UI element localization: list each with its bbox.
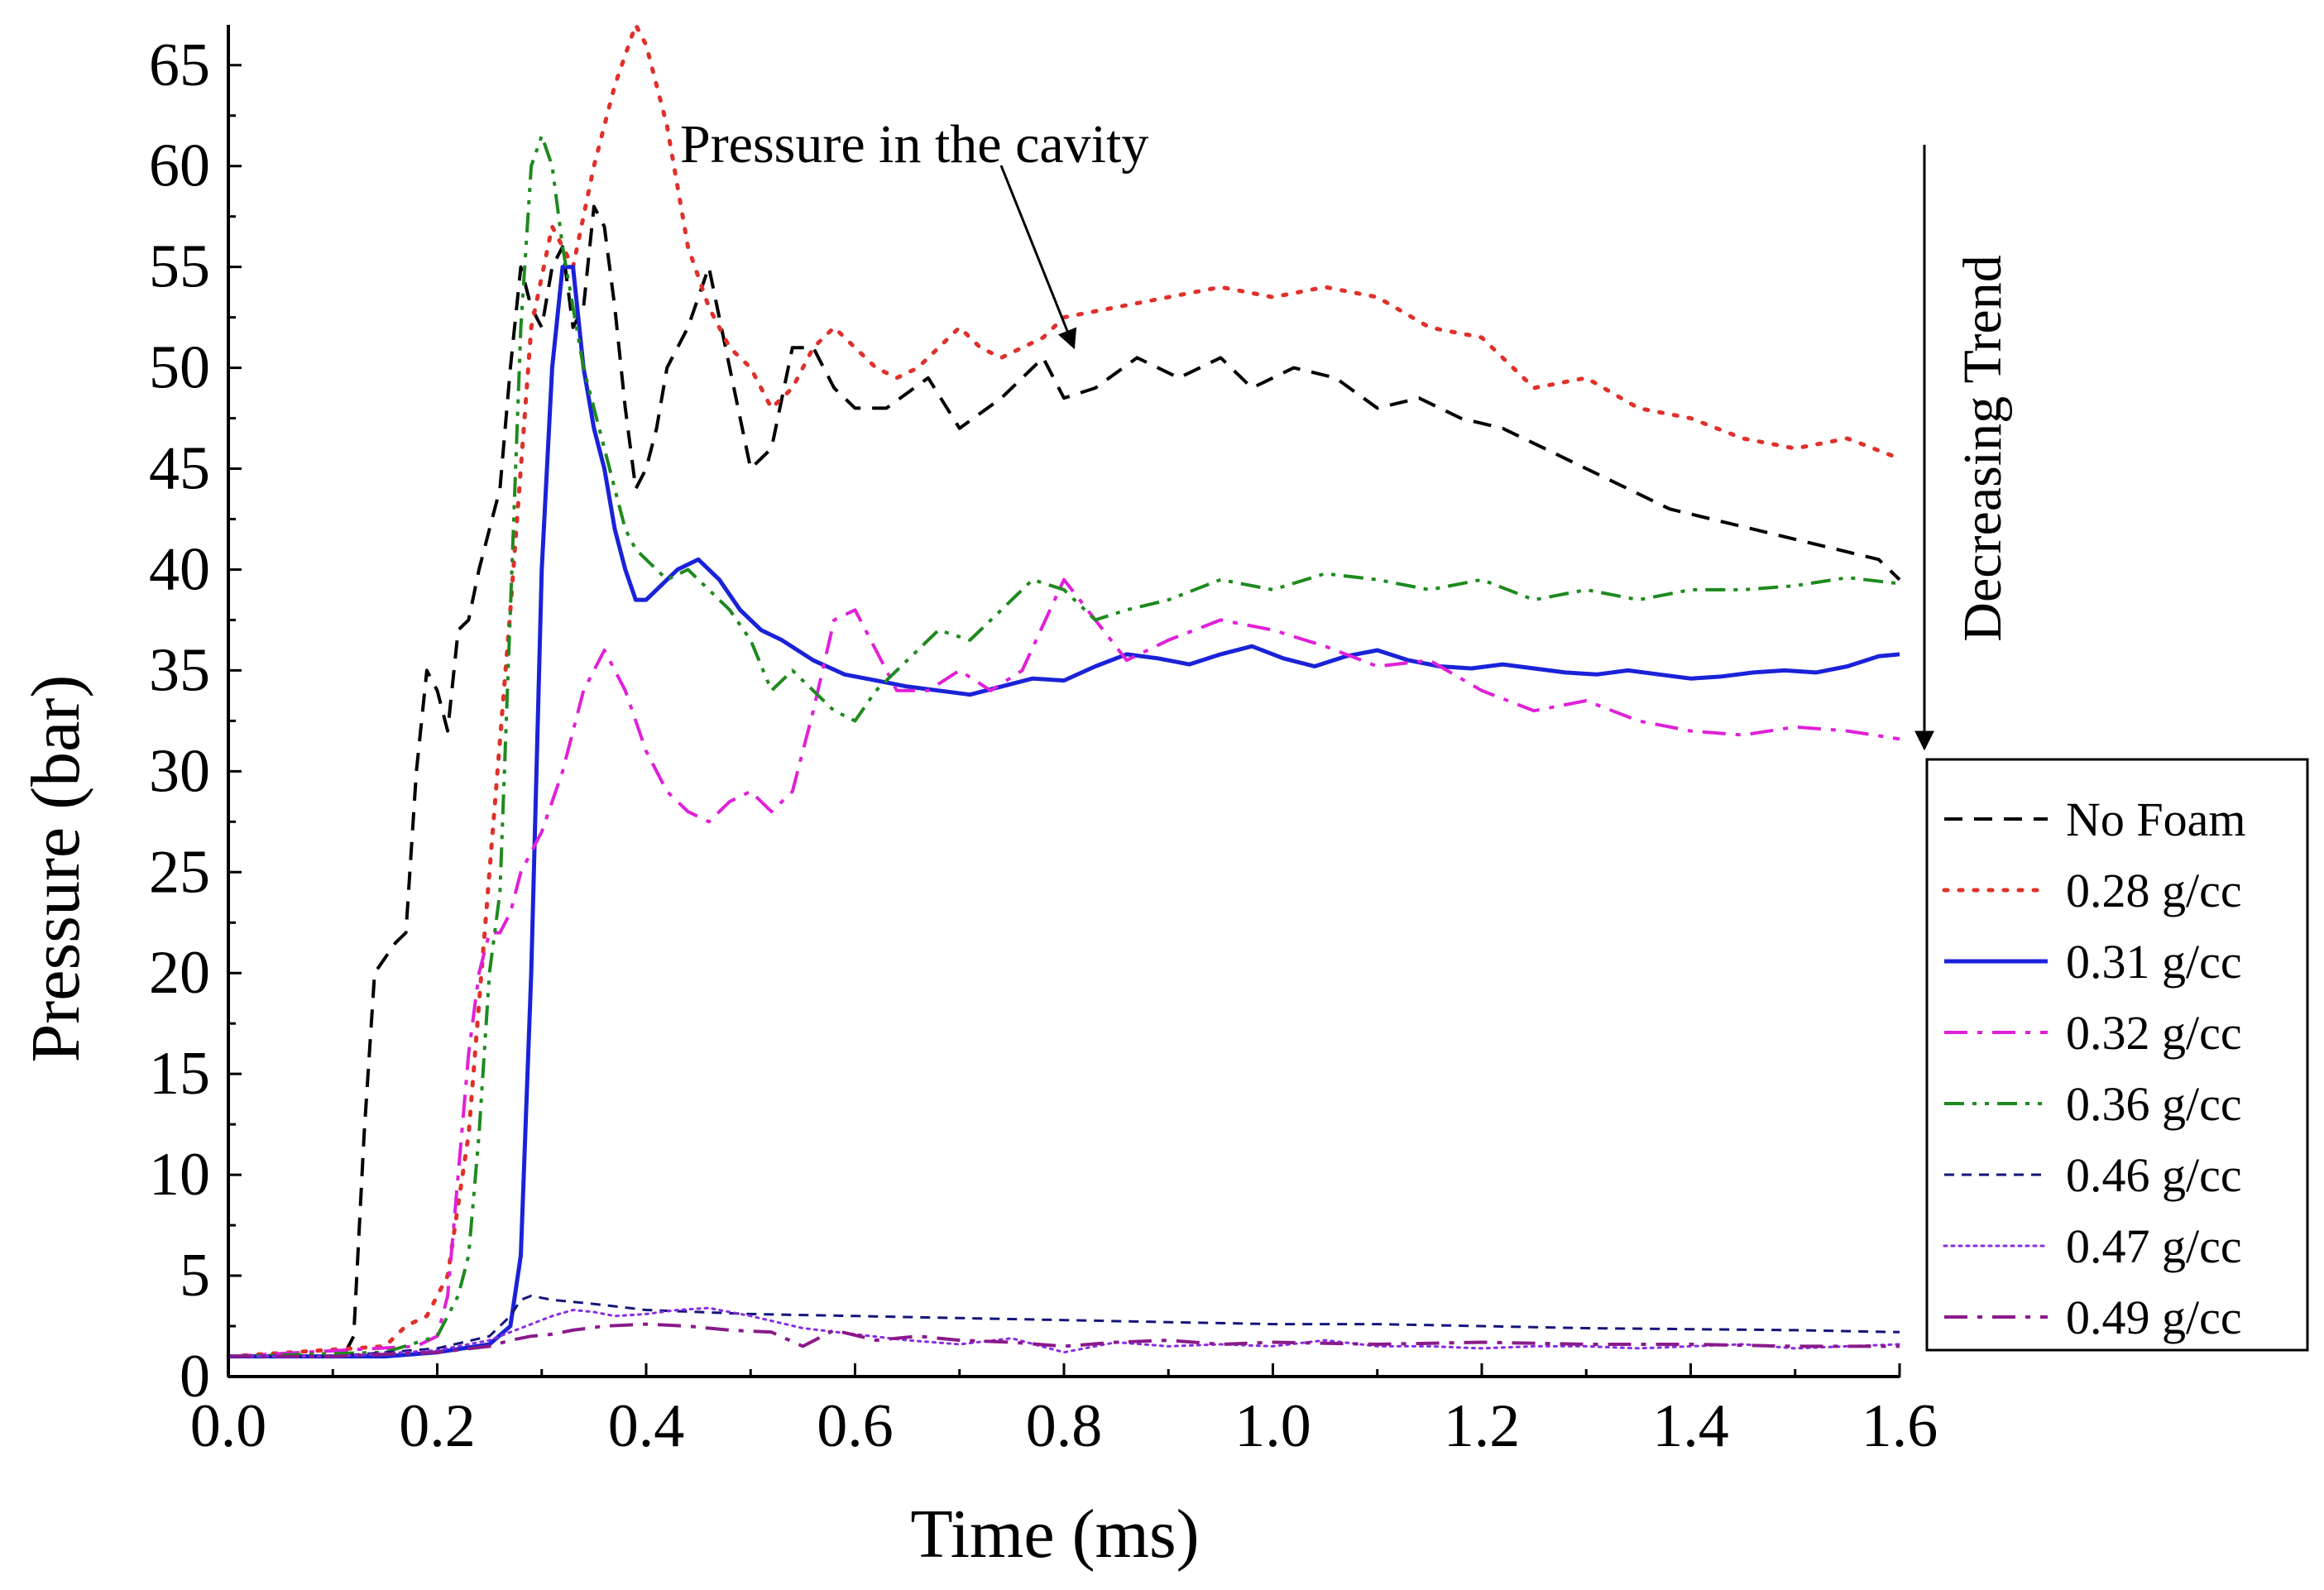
series-line-5 (228, 1294, 1900, 1358)
legend-label-5: 0.46 g/cc (2066, 1148, 2242, 1202)
x-tick-label: 1.2 (1444, 1392, 1521, 1460)
y-tick-label: 60 (149, 132, 210, 200)
legend-label-2: 0.31 g/cc (2066, 935, 2242, 989)
x-tick-label: 0.8 (1026, 1392, 1103, 1460)
legend-label-3: 0.32 g/cc (2066, 1006, 2242, 1060)
series-line-0 (228, 204, 1901, 1358)
x-tick-label: 0.6 (817, 1392, 894, 1460)
y-tick-label: 25 (149, 838, 210, 906)
series-line-7 (228, 1322, 1900, 1358)
legend-label-7: 0.49 g/cc (2066, 1291, 2242, 1344)
x-tick-label: 0.2 (399, 1392, 476, 1460)
legend: No Foam 0.28 g/cc 0.31 g/cc 0.32 g/cc 0.36 g… (1925, 758, 2309, 1352)
y-tick-label: 50 (149, 334, 210, 402)
legend-label-6: 0.47 g/cc (2066, 1219, 2242, 1273)
legend-label-4: 0.36 g/cc (2066, 1077, 2242, 1131)
series-line-1 (226, 22, 1902, 1359)
y-ticks: 0 5 10 15 20 25 30 35 40 45 50 55 60 65 (149, 31, 242, 1410)
plot-lines (226, 22, 1902, 1359)
trend-annotation: Decreasing Trend (1914, 145, 2013, 751)
series-line-3 (228, 577, 1900, 1358)
y-tick-label: 55 (149, 233, 210, 301)
y-tick-label: 20 (149, 939, 210, 1007)
x-tick-label: 0.4 (608, 1392, 685, 1460)
cavity-annotation-arrow (999, 165, 1077, 350)
cavity-annotation-label: Pressure in the cavity (680, 114, 1148, 175)
x-tick-label: 1.0 (1234, 1392, 1311, 1460)
y-tick-label: 15 (149, 1040, 210, 1108)
y-tick-label: 45 (149, 435, 210, 503)
x-tick-label: 1.6 (1862, 1392, 1938, 1460)
x-ticks: 0.0 0.2 0.4 0.6 0.8 1.0 1.2 1.4 1.6 (190, 1363, 1938, 1460)
y-tick-label: 30 (149, 737, 210, 805)
axes (227, 25, 1900, 1378)
y-tick-label: 40 (149, 535, 210, 603)
y-tick-label: 5 (180, 1242, 210, 1310)
series-line-4 (228, 134, 1900, 1358)
legend-label-1: 0.28 g/cc (2066, 864, 2242, 917)
y-axis-title: Pressure (bar) (17, 675, 94, 1063)
series-line-2 (228, 265, 1900, 1359)
y-tick-label: 0 (180, 1343, 210, 1410)
trend-label: Decreasing Trend (1953, 255, 2013, 641)
legend-label-0: No Foam (2066, 793, 2246, 846)
x-tick-label: 1.4 (1652, 1392, 1729, 1460)
legend-items: No Foam 0.28 g/cc 0.31 g/cc 0.32 g/cc 0.36 g… (1942, 793, 2246, 1344)
y-tick-label: 65 (149, 31, 210, 99)
cavity-annotation: Pressure in the cavity (680, 114, 1148, 350)
y-tick-label: 35 (149, 636, 210, 704)
x-axis-title: Time (ms) (910, 1496, 1199, 1573)
legend-box (1925, 758, 2309, 1352)
y-tick-label: 10 (149, 1141, 210, 1209)
x-tick-label: 0.0 (190, 1392, 267, 1460)
